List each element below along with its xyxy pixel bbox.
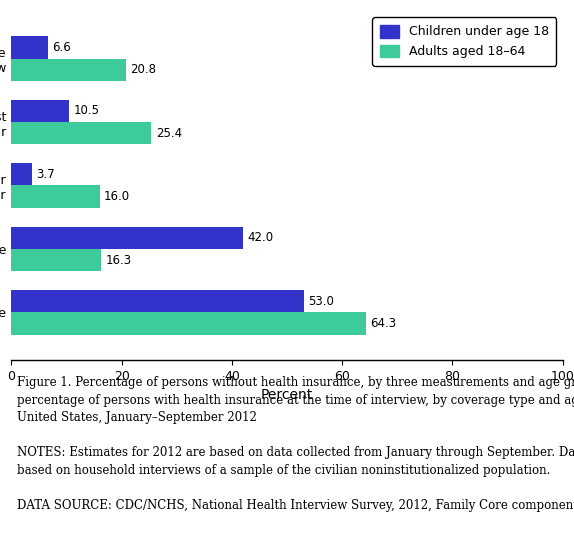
Bar [11, 290, 304, 312]
Bar [11, 312, 366, 334]
Text: 53.0: 53.0 [308, 295, 334, 308]
Bar [11, 163, 32, 185]
Legend: Children under age 18, Adults aged 18–64: Children under age 18, Adults aged 18–64 [373, 17, 556, 66]
Text: 16.3: 16.3 [106, 254, 132, 267]
Bar [11, 249, 101, 271]
Bar [11, 185, 100, 208]
Bar [11, 227, 243, 249]
Bar [11, 36, 48, 59]
Text: 16.0: 16.0 [104, 190, 130, 203]
Text: 10.5: 10.5 [73, 104, 100, 118]
Bar [11, 59, 126, 81]
Text: Figure 1. Percentage of persons without health insurance, by three measurements : Figure 1. Percentage of persons without … [17, 376, 574, 512]
Text: 64.3: 64.3 [370, 317, 396, 330]
X-axis label: Percent: Percent [261, 388, 313, 402]
Text: 3.7: 3.7 [36, 168, 55, 181]
Bar [11, 122, 152, 144]
Text: 42.0: 42.0 [247, 232, 273, 244]
Bar [11, 100, 69, 122]
Text: 25.4: 25.4 [156, 126, 182, 140]
Text: 6.6: 6.6 [52, 41, 71, 54]
Text: 20.8: 20.8 [130, 63, 157, 76]
